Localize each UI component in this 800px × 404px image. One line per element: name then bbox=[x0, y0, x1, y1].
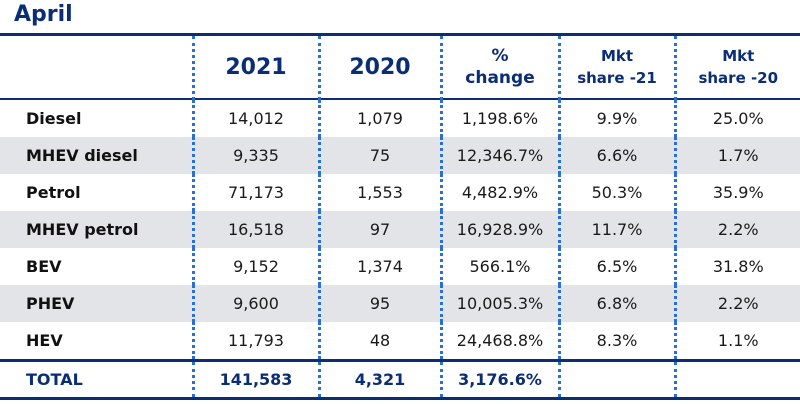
page-title: April bbox=[14, 2, 73, 27]
row-label: Diesel bbox=[26, 109, 82, 128]
cell-2020: 1,079 bbox=[317, 99, 441, 137]
total-label: TOTAL bbox=[0, 359, 193, 400]
header-mkt21-line2: share -21 bbox=[577, 69, 657, 87]
header-pct-symbol: % bbox=[491, 46, 509, 66]
header-2020: 2020 bbox=[317, 36, 441, 100]
header-mkt21-line1: Mkt bbox=[600, 47, 634, 65]
table-row: HEV 11,793 48 24,468.8% 8.3% 1.1% bbox=[0, 322, 800, 361]
cell-2021: 9,335 bbox=[191, 137, 319, 174]
cell-change: 4,482.9% bbox=[439, 174, 559, 211]
cell-mkt20: 2.2% bbox=[673, 285, 800, 322]
cell-mkt20: 2.2% bbox=[673, 211, 800, 248]
cell-2021: 71,173 bbox=[191, 174, 319, 211]
cell-change: 24,468.8% bbox=[439, 322, 559, 361]
cell-2020: 95 bbox=[317, 285, 441, 322]
cell-mkt20: 1.7% bbox=[673, 137, 800, 174]
total-change: 3,176.6% bbox=[439, 359, 559, 400]
table-row: PHEV 9,600 95 10,005.3% 6.8% 2.2% bbox=[0, 285, 800, 322]
row-label: HEV bbox=[26, 331, 63, 350]
cell-mkt20: 25.0% bbox=[673, 99, 800, 137]
total-2020: 4,321 bbox=[317, 359, 441, 400]
header-mkt20-line1: Mkt bbox=[722, 47, 755, 65]
cell-mkt20: 31.8% bbox=[673, 248, 800, 285]
total-2021: 141,583 bbox=[191, 359, 319, 400]
registrations-table: 2021 2020 % change Mkt share -21 Mkt sha… bbox=[0, 36, 800, 400]
table-row: BEV 9,152 1,374 566.1% 6.5% 31.8% bbox=[0, 248, 800, 285]
row-label: BEV bbox=[26, 257, 62, 276]
cell-mkt21: 8.3% bbox=[557, 322, 675, 361]
header-blank bbox=[0, 36, 193, 100]
cell-2020: 1,553 bbox=[317, 174, 441, 211]
header-2021: 2021 bbox=[191, 36, 319, 100]
cell-change: 12,346.7% bbox=[439, 137, 559, 174]
cell-mkt21: 6.5% bbox=[557, 248, 675, 285]
cell-mkt21: 9.9% bbox=[557, 99, 675, 137]
cell-mkt21: 6.8% bbox=[557, 285, 675, 322]
title-divider bbox=[0, 33, 800, 36]
total-mkt21 bbox=[557, 359, 675, 400]
cell-2021: 9,600 bbox=[191, 285, 319, 322]
cell-2020: 97 bbox=[317, 211, 441, 248]
row-label: MHEV petrol bbox=[0, 211, 193, 248]
header-mkt-share-21: Mkt share -21 bbox=[557, 36, 675, 100]
cell-2021: 14,012 bbox=[191, 99, 319, 137]
total-row: TOTAL 141,583 4,321 3,176.6% bbox=[0, 359, 800, 400]
table-row: Diesel 14,012 1,079 1,198.6% 9.9% 25.0% bbox=[0, 99, 800, 137]
cell-mkt20: 35.9% bbox=[673, 174, 800, 211]
cell-change: 10,005.3% bbox=[439, 285, 559, 322]
header-pct-change: % change bbox=[439, 36, 559, 100]
row-label: MHEV diesel bbox=[0, 137, 193, 174]
header-mkt-share-20: Mkt share -20 bbox=[673, 36, 800, 100]
cell-mkt21: 50.3% bbox=[557, 174, 675, 211]
cell-change: 16,928.9% bbox=[439, 211, 559, 248]
header-mkt20-line2: share -20 bbox=[698, 69, 779, 87]
cell-change: 566.1% bbox=[439, 248, 559, 285]
table-row: MHEV diesel 9,335 75 12,346.7% 6.6% 1.7% bbox=[0, 137, 800, 174]
cell-2020: 75 bbox=[317, 137, 441, 174]
cell-mkt20: 1.1% bbox=[673, 322, 800, 361]
total-mkt20 bbox=[673, 359, 800, 400]
row-label: Petrol bbox=[26, 183, 81, 202]
table-header-row: 2021 2020 % change Mkt share -21 Mkt sha… bbox=[0, 36, 800, 100]
cell-2021: 9,152 bbox=[191, 248, 319, 285]
row-label: PHEV bbox=[0, 285, 193, 322]
header-pct-word: change bbox=[465, 68, 535, 88]
cell-change: 1,198.6% bbox=[439, 99, 559, 137]
table-row: Petrol 71,173 1,553 4,482.9% 50.3% 35.9% bbox=[0, 174, 800, 211]
table-row: MHEV petrol 16,518 97 16,928.9% 11.7% 2.… bbox=[0, 211, 800, 248]
cell-2021: 16,518 bbox=[191, 211, 319, 248]
cell-2020: 1,374 bbox=[317, 248, 441, 285]
cell-mkt21: 6.6% bbox=[557, 137, 675, 174]
cell-2020: 48 bbox=[317, 322, 441, 361]
cell-mkt21: 11.7% bbox=[557, 211, 675, 248]
cell-2021: 11,793 bbox=[191, 322, 319, 361]
